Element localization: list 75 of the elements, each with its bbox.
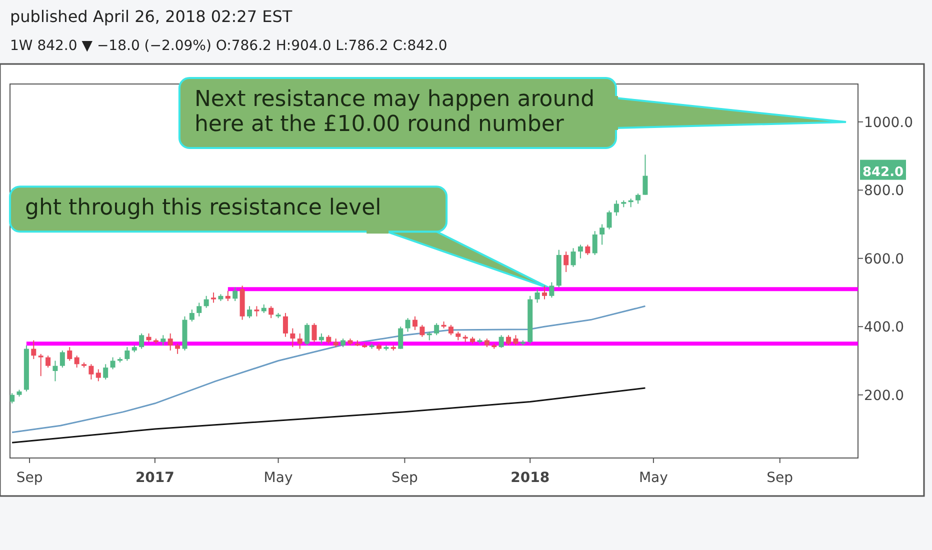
chart-subtitle: 1W 842.0 ▼ −18.0 (−2.09%) O:786.2 H:904.0 L:786.2 C:842.0	[10, 38, 448, 54]
candlestick	[542, 285, 547, 300]
candlestick	[67, 346, 72, 362]
candlestick	[282, 312, 288, 338]
candlestick	[448, 324, 454, 336]
line-series	[11, 305, 646, 434]
candlestick	[254, 306, 260, 317]
candlestick	[506, 334, 512, 346]
x-tick-label: 2018	[510, 470, 550, 486]
annotation: ght through this resistance level	[25, 196, 382, 221]
candlestick	[31, 340, 36, 360]
candlestick	[96, 368, 101, 382]
candlestick	[297, 332, 302, 350]
x-tick-label: Sep	[392, 470, 418, 486]
x-tick-label: May	[638, 470, 668, 486]
annotation: Next resistance may happen around here at the £10.00 round number	[194, 87, 595, 137]
candlestick	[268, 306, 274, 319]
candlestick	[232, 286, 238, 302]
candlestick	[636, 193, 641, 204]
line-series	[11, 387, 646, 444]
candlestick	[614, 200, 619, 216]
candlestick	[642, 154, 648, 196]
candlestick	[600, 224, 605, 246]
candlestick	[304, 322, 310, 346]
candlestick	[405, 318, 410, 332]
candlestick	[38, 353, 44, 377]
speech-callout: ght through this resistance level	[9, 186, 553, 290]
candlestick	[52, 360, 58, 382]
candlestick	[124, 346, 130, 362]
candlestick	[585, 244, 590, 256]
candlestick	[74, 355, 80, 368]
candlestick	[606, 210, 612, 230]
y-tick-label: 200.0	[864, 388, 904, 404]
candlestick	[549, 282, 554, 298]
candlestick	[498, 334, 504, 348]
candlestick	[564, 251, 569, 273]
candlestick	[434, 322, 440, 336]
y-tick-label: 1000.0	[864, 114, 913, 131]
candlestick	[211, 292, 216, 304]
candlestick	[110, 356, 116, 370]
candlestick	[246, 306, 252, 319]
chart-title: published April 26, 2018 02:27 EST	[10, 7, 292, 26]
candlestick	[312, 322, 317, 342]
candlestick	[578, 244, 583, 259]
y-tick-label: 400.0	[864, 320, 904, 336]
candlestick	[225, 290, 230, 302]
candlestick	[139, 332, 144, 350]
candlestick	[60, 350, 65, 368]
candlestick	[570, 248, 576, 268]
candlestick	[10, 392, 15, 404]
candlestick	[196, 302, 202, 317]
x-tick-label: 2017	[135, 470, 174, 486]
x-tick-label: Sep	[16, 470, 43, 486]
candlestick	[46, 355, 51, 368]
candlestick	[88, 364, 94, 380]
candlestick	[168, 332, 173, 352]
candlestick	[513, 334, 518, 346]
candlestick	[318, 332, 324, 344]
candlestick	[189, 309, 194, 322]
x-tick-label: May	[264, 470, 293, 486]
candlestick	[160, 334, 166, 346]
y-tick-label: 800.0	[864, 183, 904, 200]
candlestick	[420, 324, 425, 338]
speech-callout: Next resistance may happen around here at the £10.00 round number	[178, 77, 847, 149]
candlestick	[398, 326, 404, 350]
price-tag: 842.0	[860, 160, 906, 180]
x-tick-label: Sep	[766, 470, 794, 486]
y-tick-label: 600.0	[864, 251, 904, 268]
candlestick	[103, 364, 108, 380]
candlestick	[412, 316, 418, 331]
candlestick	[534, 288, 540, 304]
candlestick	[175, 343, 180, 354]
candlestick	[592, 230, 598, 256]
candlestick	[290, 328, 296, 348]
candlestick	[204, 295, 209, 308]
